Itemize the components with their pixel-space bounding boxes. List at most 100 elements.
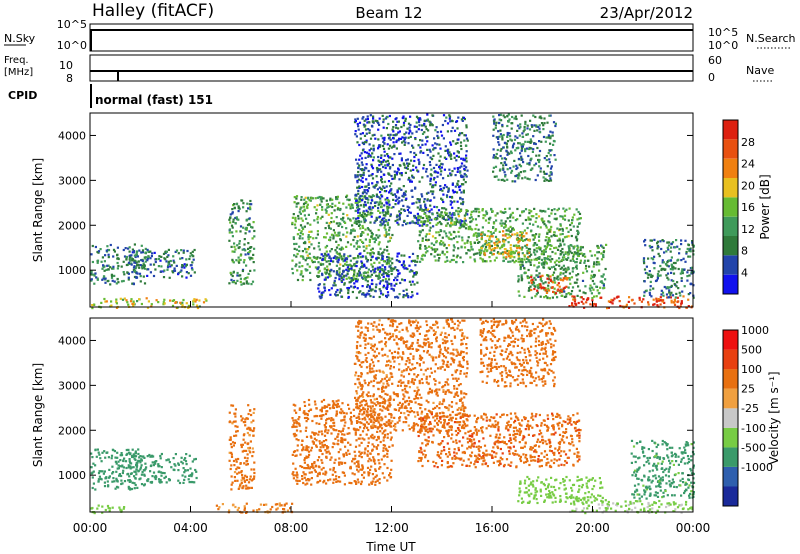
data-cell [234,479,237,482]
data-cell [455,154,458,158]
data-cell [521,252,524,255]
data-cell [368,149,371,152]
data-cell [459,256,462,259]
data-cell [324,227,327,230]
data-cell [571,304,574,307]
data-cell [606,307,609,310]
data-cell [421,224,424,227]
data-cell [573,298,577,302]
data-cell [533,242,536,245]
data-cell [575,208,578,211]
data-cell [135,473,138,476]
data-cell [395,140,398,144]
data-cell [390,174,393,178]
data-cell [338,463,341,466]
data-cell [457,207,460,210]
data-cell [94,245,97,249]
data-cell [526,162,529,165]
data-cell [319,263,322,266]
data-cell [449,172,452,175]
nave-tick-top: 60 [708,54,722,67]
data-cell [306,268,309,272]
data-cell [503,141,507,145]
data-cell [292,471,295,474]
data-cell [548,136,551,139]
data-cell [338,201,341,204]
data-cell [119,454,122,457]
data-cell [322,398,326,402]
data-cell [195,304,199,307]
data-cell [491,253,494,256]
data-cell [174,464,177,467]
data-cell [482,244,485,247]
colorbar-tick-label: 24 [741,158,755,171]
data-cell [327,253,330,256]
data-cell [233,420,236,423]
data-cell [397,272,400,275]
data-cell [509,138,512,141]
data-cell [494,247,497,250]
data-cell [142,266,145,269]
data-cell [236,279,239,282]
data-cell [162,252,166,255]
data-cell [380,179,383,182]
data-cell [538,257,541,260]
data-cell [455,219,458,222]
data-cell [233,441,236,445]
data-cell [512,228,515,231]
data-cell [420,128,423,132]
colorbar-cell [723,216,738,236]
data-cell [380,194,383,197]
data-cell [368,293,371,296]
data-cell [403,279,406,282]
data-cell [364,203,367,206]
data-cell [309,257,312,260]
data-cell [528,251,531,254]
data-cell [543,117,546,120]
data-cell [417,144,420,147]
data-cell [285,502,288,505]
data-cell [368,129,371,132]
data-cell [691,241,694,244]
data-cell [399,281,402,285]
data-cell [127,451,131,454]
data-cell [462,191,465,194]
data-cell [549,167,553,170]
data-cell [403,267,406,270]
data-cell [449,200,452,203]
data-cell [455,191,459,194]
data-cell [360,152,363,155]
data-cell [411,176,414,179]
data-cell [389,236,392,239]
data-cell [496,148,499,152]
data-cell [557,282,560,285]
data-cell [318,195,321,199]
data-cell [448,216,452,219]
data-cell [391,257,394,260]
data-cell [395,259,398,262]
data-cell [548,289,551,292]
data-cell [324,246,327,249]
data-cell [509,225,512,228]
data-cell [456,241,459,244]
data-cell [423,124,426,127]
data-cell [319,203,322,206]
data-cell [501,157,504,160]
data-cell [342,453,346,456]
data-cell [444,260,447,263]
data-cell [601,281,604,284]
data-cell [388,239,391,242]
data-cell [493,249,496,252]
data-cell [531,283,534,286]
data-cell [371,449,374,452]
data-cell [340,275,343,278]
data-cell [98,470,101,473]
data-cell [528,239,531,242]
data-cell [360,260,363,263]
data-cell [584,255,587,258]
data-cell [317,284,320,287]
data-cell [249,269,252,272]
data-cell [386,155,390,158]
data-cell [231,258,234,261]
data-cell [327,224,330,227]
